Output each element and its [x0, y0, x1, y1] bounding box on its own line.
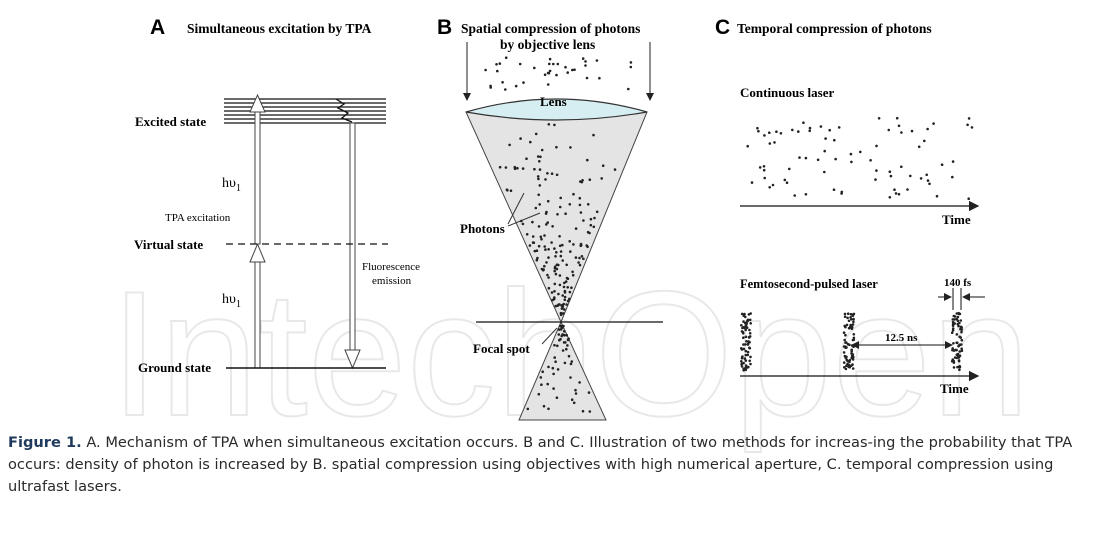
panel-c-title: Temporal compression of photons	[737, 21, 932, 36]
relaxation-squiggle	[335, 98, 353, 123]
panel-b-title-line2: by objective lens	[500, 37, 595, 52]
panel-b: B Spatial compression of photons by obje…	[437, 16, 663, 421]
photon-dots	[484, 56, 633, 413]
panel-b-title-line1: Spatial compression of photons	[461, 21, 640, 36]
tpa-excitation-label: TPA excitation	[165, 212, 231, 224]
continuous-laser-label: Continuous laser	[740, 85, 834, 100]
photon-label-lower: hυ1	[222, 292, 241, 310]
continuous-photon-dots	[746, 116, 974, 200]
panel-a: A Simultaneous excitation by TPA Excited…	[134, 16, 420, 375]
pulse-width-label: 140 fs	[944, 277, 972, 289]
figure-diagram: A Simultaneous excitation by TPA Excited…	[134, 16, 985, 421]
excitation-arrow-lower	[249, 242, 266, 369]
pulsed-laser-label: Femtosecond-pulsed laser	[740, 277, 878, 291]
time-label-pulsed: Time	[940, 381, 969, 396]
photon-label-upper: hυ1	[222, 176, 241, 194]
period-label: 12.5 ns	[885, 332, 918, 344]
excited-state-levels	[224, 98, 386, 124]
fluorescence-label-line1: Fluorescence	[362, 261, 420, 273]
ground-state-label: Ground state	[138, 360, 211, 375]
caption-text: A. Mechanism of TPA when simultaneous ex…	[8, 434, 1073, 495]
fluorescence-label-line2: emission	[372, 275, 412, 287]
panel-c: C Temporal compression of photons Contin…	[715, 16, 985, 396]
photons-pointer-2	[507, 212, 541, 227]
fluorescence-arrow	[344, 122, 361, 370]
light-cone	[465, 111, 648, 421]
time-label-continuous: Time	[942, 212, 971, 227]
panel-a-title: Simultaneous excitation by TPA	[187, 21, 372, 36]
figure-caption: Figure 1. A. Mechanism of TPA when simul…	[8, 432, 1103, 498]
virtual-state-label: Virtual state	[134, 237, 203, 252]
panel-b-letter: B	[437, 16, 452, 39]
panel-c-letter: C	[715, 16, 730, 39]
focal-spot-pointer	[541, 327, 558, 345]
lens-label: Lens	[540, 94, 567, 109]
excited-state-label: Excited state	[135, 114, 206, 129]
pulse-photon-dots	[740, 311, 964, 372]
objective-lens	[465, 98, 648, 121]
focal-spot-label: Focal spot	[473, 341, 530, 356]
photons-label: Photons	[460, 221, 505, 236]
panel-a-letter: A	[150, 16, 165, 39]
figure-label: Figure 1.	[8, 434, 82, 451]
photons-pointer-1	[507, 192, 525, 225]
excitation-arrow-upper	[249, 93, 266, 245]
